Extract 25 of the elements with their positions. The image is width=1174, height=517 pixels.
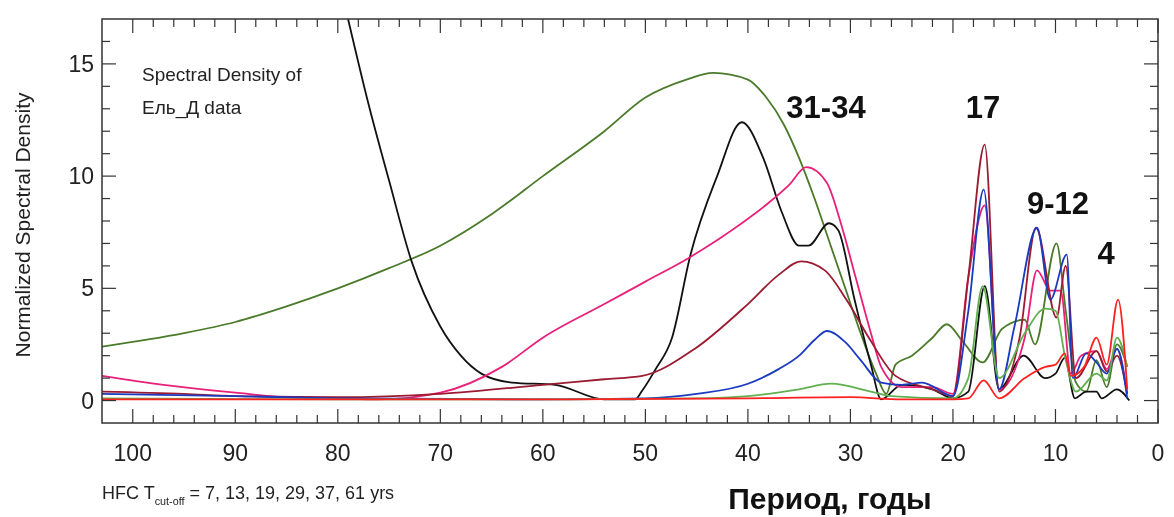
annotation: 31-34 — [786, 90, 867, 125]
annotation: 17 — [965, 90, 1001, 125]
y-tick-label: 10 — [68, 163, 94, 190]
x-tick-label: 70 — [427, 440, 454, 466]
y-axis-title: Normalized Spectral Density — [11, 92, 34, 358]
x-tick-label: 40 — [735, 440, 761, 466]
x-tick-label: 80 — [325, 440, 351, 466]
annotation: Ель_Д data — [142, 97, 242, 119]
x-tick-label: 20 — [940, 440, 966, 466]
x-tick-label: 60 — [530, 440, 556, 466]
x-tick-label: 50 — [632, 440, 659, 466]
line-series — [347, 19, 1131, 402]
annotation: 9-12 — [1026, 186, 1090, 221]
annotation: Spectral Density of — [142, 64, 303, 85]
y-tick-label: 0 — [81, 387, 94, 414]
y-tick-label: 15 — [68, 50, 94, 77]
annotation: 4 — [1097, 236, 1116, 271]
text: HFC T$_{cut-off}$ = 7, 13, 19, 29, 37, 61 yrs — [102, 483, 395, 507]
y-tick-label: 5 — [81, 275, 94, 302]
x-tick-label: 100 — [113, 440, 152, 466]
x-tick-label: 30 — [837, 440, 864, 466]
x-tick-label: 10 — [1042, 440, 1069, 466]
x-axis-title: Период, годы — [728, 482, 932, 515]
x-tick-label: 0 — [1151, 440, 1165, 466]
x-tick-label: 90 — [222, 440, 249, 466]
